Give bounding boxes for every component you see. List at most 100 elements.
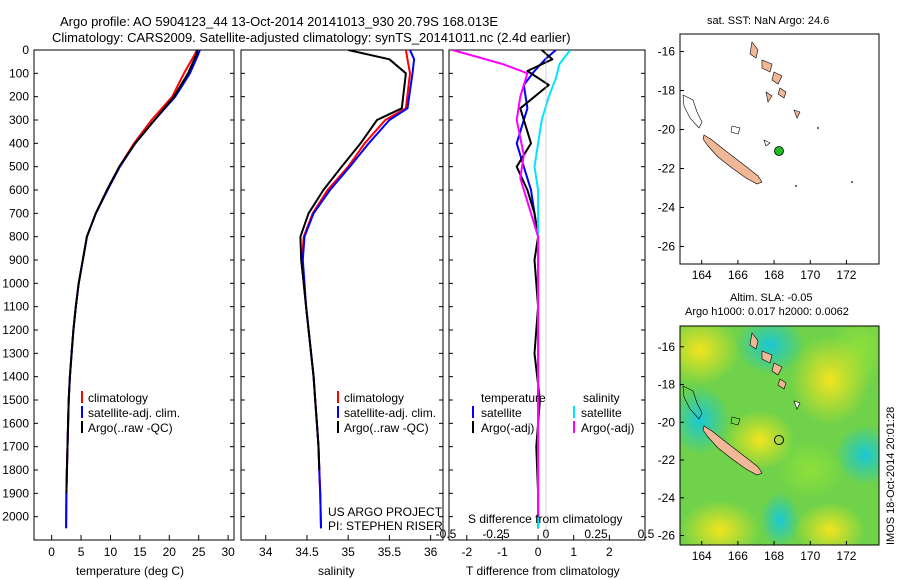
x-tick-label: 0 <box>48 545 55 559</box>
series-line <box>515 50 554 529</box>
y-tick-label: 0 <box>22 43 29 57</box>
legend-head-temperature: temperature <box>481 391 546 405</box>
difference-axis: -2 -1 0 1 2-0.5 -0.25 0 0.25 0.5 <box>436 49 655 559</box>
legend-argo: Argo(..raw -QC) <box>344 421 429 435</box>
map-x-tick-label: 166 <box>728 549 748 563</box>
x-tick-label: 34.5 <box>295 545 319 559</box>
y-tick-label: 2000 <box>2 510 29 524</box>
argo-float-marker-sla <box>774 435 784 445</box>
map-y-tick-label: -16 <box>658 340 676 354</box>
y-tick-label: 1700 <box>2 440 29 454</box>
series-line <box>65 50 199 494</box>
y-tick-label: 1300 <box>2 346 29 360</box>
x-tick2-label: -0.25 <box>482 527 510 541</box>
map-y-tick-label: -26 <box>658 529 676 543</box>
x-tick-label: 34 <box>259 545 273 559</box>
map-y-tick-label: -16 <box>658 45 676 59</box>
series-line <box>533 50 571 529</box>
y-tick-label: 1800 <box>2 463 29 477</box>
map-y-tick-label: -20 <box>658 123 676 137</box>
x-tick-label: 2 <box>606 545 613 559</box>
y-tick-label: 1100 <box>3 300 29 314</box>
y-tick-label: 300 <box>9 113 29 127</box>
map-x-tick-label: 164 <box>692 268 712 282</box>
map-bottom-title-2: Argo h1000: 0.017 h2000: 0.0062 <box>685 306 849 318</box>
x-tick-label: 5 <box>78 545 85 559</box>
series-line <box>65 50 198 529</box>
map-top-axes: 164 166 168 170 172 -16 -18 -20 -22 -24 -26 <box>658 45 857 282</box>
project-annotation-1: US ARGO PROJECT <box>328 505 443 519</box>
x-tick-label: 10 <box>104 545 118 559</box>
legend-s-argo: Argo(-adj) <box>581 421 634 435</box>
temperature-axis: 0 5 10 15 20 25 30 <box>34 49 235 559</box>
difference-legend: temperature salinity satellite Argo(-adj… <box>472 391 634 435</box>
x-tick2-label: 0.5 <box>638 527 655 541</box>
difference-xlabel2: S difference from climatology <box>468 512 623 526</box>
legend-s-satellite: satellite <box>581 406 622 420</box>
salinity-legend: climatology satellite-adj. clim. Argo(..… <box>337 391 436 435</box>
legend-t-argo: Argo(-adj) <box>481 421 534 435</box>
map-x-tick-label: 164 <box>692 549 712 563</box>
x-tick-label: 25 <box>192 545 206 559</box>
y-tick-label: 100 <box>9 66 29 80</box>
map-bottom-axes: 164 166 168 170 172 -16 -18 -20 -22 -24 -26 <box>658 340 857 563</box>
temperature-legend: climatology satellite-adj. clim. Argo(..… <box>81 391 180 435</box>
depth-axis: 0 100 200 300 400 500 600 700 800 900 1000 1100 1200… <box>2 43 29 524</box>
legend-climatology: climatology <box>344 391 404 405</box>
x-tick-label: 15 <box>133 545 147 559</box>
argo-float-marker <box>774 146 784 156</box>
map-x-tick-label: 166 <box>728 268 748 282</box>
x-tick-label: 1 <box>570 545 577 559</box>
legend-argo: Argo(..raw -QC) <box>88 421 173 435</box>
series-line <box>452 50 540 517</box>
map-y-tick-label: -22 <box>658 161 676 175</box>
y-tick-label: 1900 <box>2 486 29 500</box>
difference-lines <box>452 50 571 529</box>
map-x-tick-label: 168 <box>764 549 784 563</box>
x-tick-label: -1 <box>497 545 508 559</box>
x-tick2-label: 0.25 <box>584 527 608 541</box>
map-bottom-title-1: Altim. SLA: -0.05 <box>730 292 813 304</box>
map-top-land <box>682 41 853 187</box>
map-x-tick-label: 172 <box>836 549 856 563</box>
x-tick-label: 35.5 <box>378 545 402 559</box>
salinity-xlabel: salinity <box>318 564 355 578</box>
map-y-tick-label: -22 <box>658 453 676 467</box>
map-y-tick-label: -18 <box>658 84 676 98</box>
temperature-lines <box>65 50 201 529</box>
map-x-tick-label: 172 <box>836 268 856 282</box>
project-annotation-2: PI: STEPHEN RISER <box>328 519 443 533</box>
series-line <box>299 50 407 471</box>
series-line <box>65 50 201 529</box>
figure-title-line1: Argo profile: AO 5904123_44 13-Oct-2014 … <box>60 14 498 29</box>
x-tick-label: -2 <box>461 545 472 559</box>
legend-satellite: satellite-adj. clim. <box>344 406 436 420</box>
y-tick-label: 500 <box>9 160 29 174</box>
x-tick-label: 0 <box>535 545 542 559</box>
map-x-tick-label: 170 <box>800 549 820 563</box>
salinity-plot-frame <box>240 49 444 541</box>
figure-title-line2: Climatology: CARS2009. Satellite-adjuste… <box>52 30 571 45</box>
map-top-title: sat. SST: NaN Argo: 24.6 <box>707 15 829 27</box>
y-tick-label: 1500 <box>2 393 29 407</box>
legend-head-salinity: salinity <box>583 391 620 405</box>
legend-satellite: satellite-adj. clim. <box>88 406 180 420</box>
temperature-plot-frame <box>33 49 235 541</box>
y-tick-label: 800 <box>9 230 29 244</box>
map-y-tick-label: -24 <box>658 200 676 214</box>
y-tick-label: 200 <box>9 90 29 104</box>
y-tick-label: 900 <box>9 253 29 267</box>
map-x-tick-label: 170 <box>800 268 820 282</box>
x-tick2-label: -0.5 <box>436 527 457 541</box>
map-x-tick-label: 168 <box>764 268 784 282</box>
legend-climatology: climatology <box>88 391 148 405</box>
y-tick-label: 1600 <box>2 416 29 430</box>
sla-field <box>680 326 879 545</box>
difference-plot-frame <box>448 49 646 541</box>
difference-xlabel: T difference from climatology <box>466 564 620 578</box>
y-tick-label: 1200 <box>2 323 29 337</box>
salinity-axis: 34 34.5 35 35.5 36 <box>241 49 443 559</box>
map-bottom-frame <box>679 325 880 546</box>
legend-t-satellite: satellite <box>481 406 522 420</box>
y-tick-label: 1000 <box>2 276 29 290</box>
